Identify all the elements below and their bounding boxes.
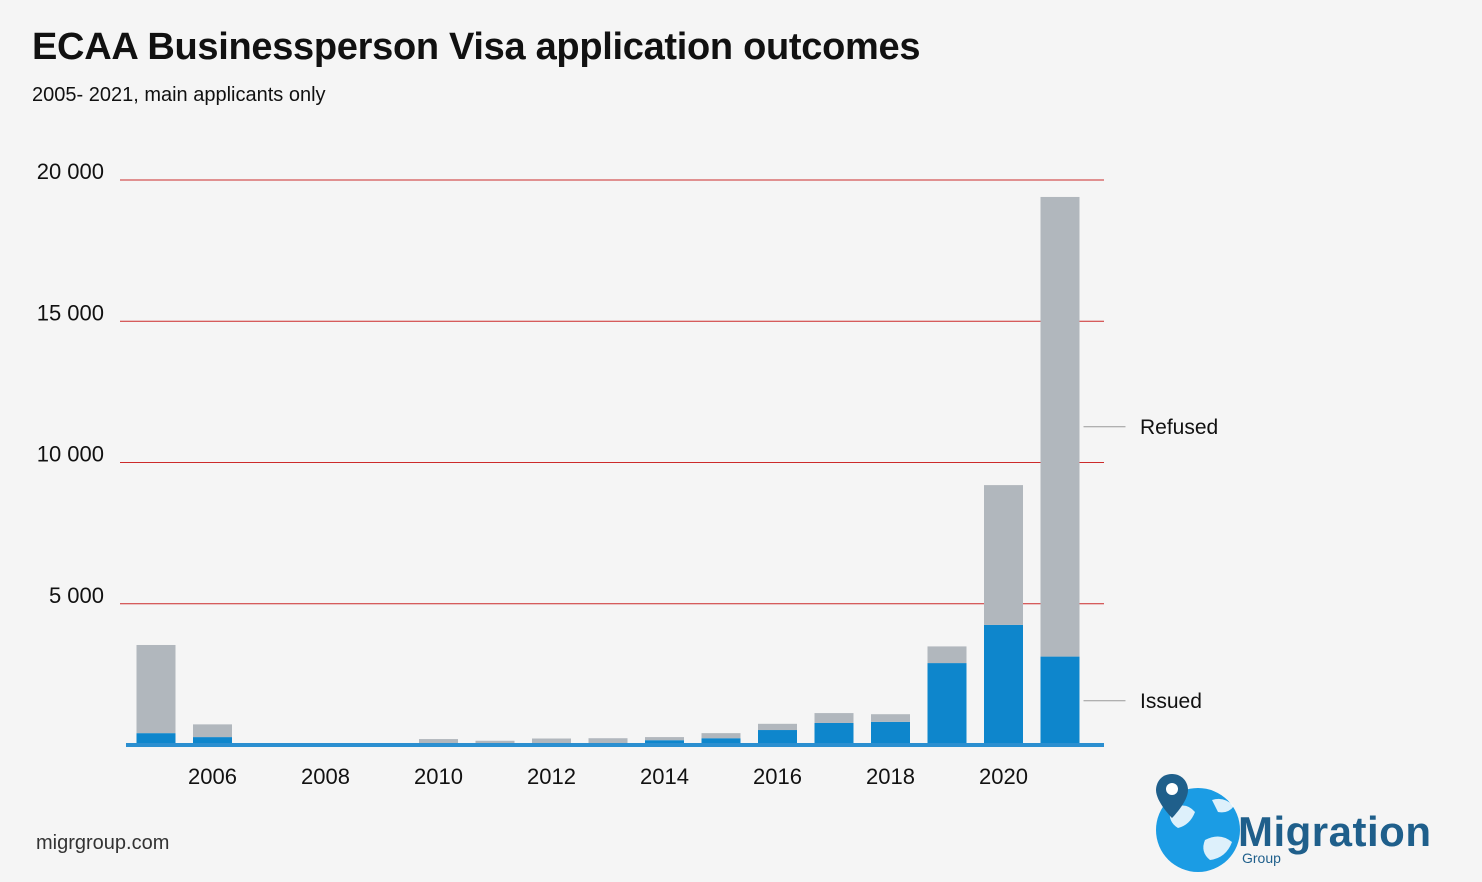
legend-label: Refused [1140, 416, 1218, 439]
inline-legend: Issued Refused [1083, 416, 1218, 713]
y-tick-label: 5 000 [49, 583, 104, 608]
gridlines [120, 179, 1104, 605]
bar-issued-2019 [927, 663, 967, 745]
x-tick-label: 2006 [188, 764, 237, 789]
bar-refused-2016 [758, 723, 797, 731]
bar-refused-2005 [136, 644, 176, 734]
logo-subtitle: Group [1242, 850, 1281, 866]
bar-issued-2017 [814, 722, 854, 745]
bar-refused-2020 [984, 485, 1023, 625]
chart-title: ECAA Businessperson Visa application out… [32, 26, 921, 68]
source-url: migrgroup.com [36, 832, 170, 854]
bar-refused-2021 [1040, 196, 1080, 657]
bar-refused-2010 [419, 739, 458, 744]
y-axis-labels: 20 000 15 000 10 000 5 000 [37, 159, 104, 608]
y-tick-label: 15 000 [37, 300, 104, 325]
bar-issued-2006 [193, 737, 232, 745]
bar-refused-2017 [814, 713, 854, 723]
bar-issued-2015 [701, 738, 741, 745]
x-axis-baseline [126, 743, 1104, 747]
bar-refused-2013 [588, 738, 628, 744]
bars [136, 196, 1080, 745]
bar-issued-2005 [136, 733, 176, 745]
bar-issued-2016 [758, 730, 797, 745]
globe-pin-icon [1156, 774, 1240, 872]
logo-wordmark: Migration [1238, 808, 1432, 855]
bar-issued-2014 [645, 740, 684, 745]
x-tick-label: 2014 [640, 764, 689, 789]
bar-refused-2014 [645, 737, 684, 741]
x-tick-label: 2008 [301, 764, 350, 789]
x-tick-label: 2020 [979, 764, 1028, 789]
x-axis-line [126, 743, 1104, 747]
legend-label: Issued [1140, 690, 1202, 713]
x-tick-label: 2012 [527, 764, 576, 789]
bar-refused-2015 [701, 733, 741, 739]
x-tick-label: 2018 [866, 764, 915, 789]
y-tick-label: 10 000 [37, 442, 104, 467]
bar-refused-2019 [927, 646, 967, 664]
bar-issued-2021 [1040, 656, 1080, 745]
chart-subtitle: 2005- 2021, main applicants only [32, 84, 326, 106]
y-tick-label: 20 000 [37, 159, 104, 184]
bar-refused-2006 [193, 724, 232, 738]
bar-refused-2011 [475, 740, 515, 745]
bar-issued-2018 [871, 721, 910, 745]
x-axis-labels: 2006 2008 2010 2012 2014 2016 2018 2020 [188, 764, 1028, 789]
x-tick-label: 2010 [414, 764, 463, 789]
bar-refused-2012 [532, 738, 571, 744]
x-tick-label: 2016 [753, 764, 802, 789]
bar-issued-2020 [984, 624, 1023, 745]
migration-group-logo: Migration Group [1150, 770, 1460, 872]
bar-refused-2018 [871, 714, 910, 722]
